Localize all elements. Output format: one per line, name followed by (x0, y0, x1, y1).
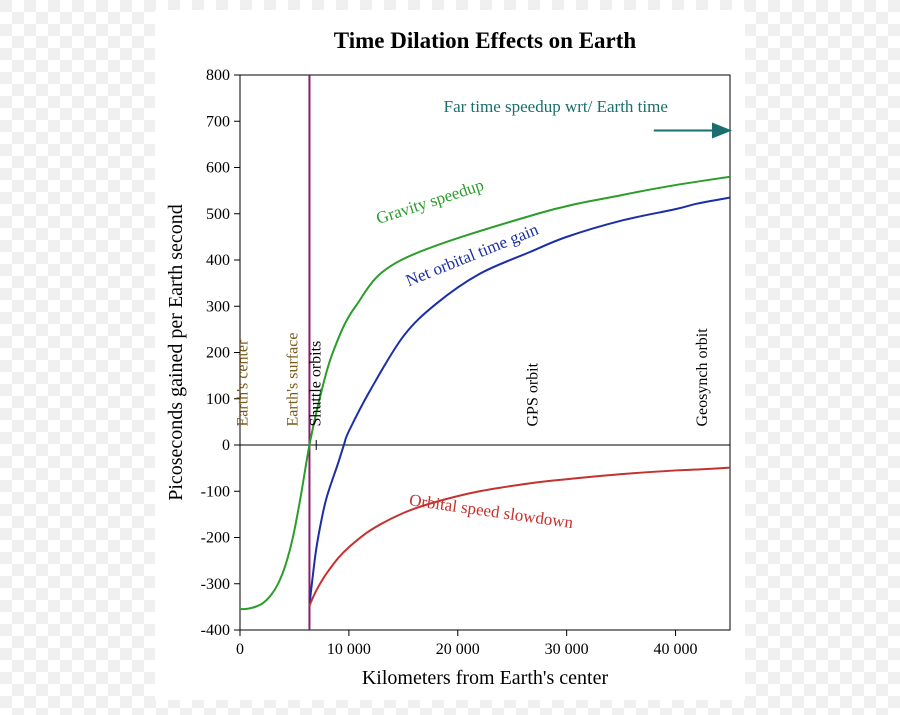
y-tick-label: 100 (206, 391, 230, 408)
y-tick-label: -100 (201, 483, 230, 500)
y-tick-label: -400 (201, 622, 230, 639)
x-tick-label: 0 (236, 641, 244, 658)
curve-orbital (309, 468, 730, 606)
vertical-label: Earth's center (235, 339, 252, 427)
vertical-label: GPS orbit (524, 362, 541, 426)
x-tick-label: 20 000 (436, 641, 480, 658)
y-tick-label: 400 (206, 252, 230, 269)
x-tick-label: 30 000 (545, 641, 589, 658)
chart-title: Time Dilation Effects on Earth (334, 28, 637, 53)
time-dilation-chart: Time Dilation Effects on Earth 0 10 000 20 … (155, 10, 745, 700)
vertical-label: Shuttle orbits (308, 341, 325, 427)
chart-container: Time Dilation Effects on Earth 0 10 000 20 … (155, 10, 745, 700)
vertical-label: Geosynch orbit (694, 328, 711, 427)
x-tick-label: 10 000 (327, 641, 371, 658)
y-tick-label: 500 (206, 206, 230, 223)
y-tick-label: 200 (206, 345, 230, 362)
far-time-label: Far time speedup wrt/ Earth time (444, 97, 668, 116)
y-axis-label: Picoseconds gained per Earth second (165, 204, 187, 501)
y-tick-label: -200 (201, 530, 230, 547)
x-tick-label: 40 000 (654, 641, 698, 658)
y-tick-label: 800 (206, 67, 230, 84)
y-tick-label: 300 (206, 298, 230, 315)
curve-label: Gravity speedup (374, 175, 486, 228)
vertical-label: Earth's surface (285, 333, 302, 427)
curve-net (309, 198, 730, 606)
y-tick-label: 600 (206, 160, 230, 177)
y-tick-label: -300 (201, 576, 230, 593)
curve-label: Orbital speed slowdown (408, 490, 575, 532)
y-tick-label: 0 (222, 437, 230, 454)
x-axis-label: Kilometers from Earth's center (362, 667, 609, 689)
y-tick-label: 700 (206, 113, 230, 130)
